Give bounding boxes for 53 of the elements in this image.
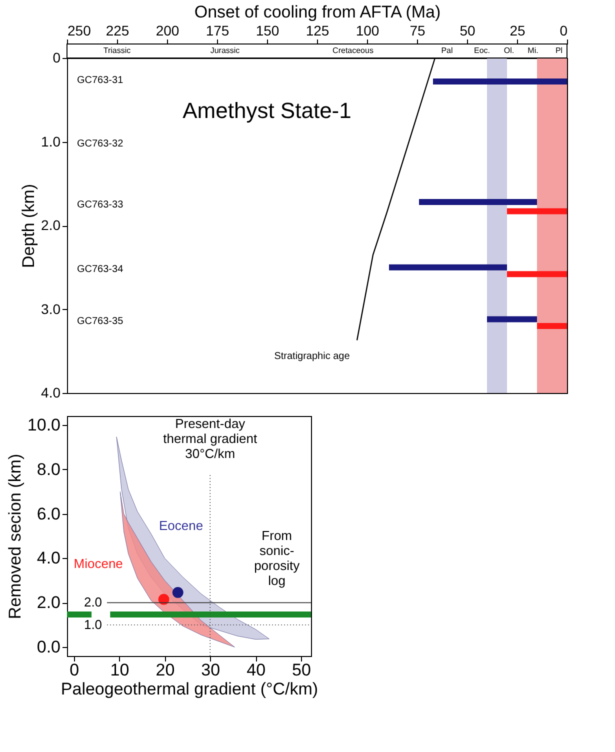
y-tick-label: 4.0 bbox=[41, 384, 61, 400]
y-tick-label: 1.0 bbox=[41, 133, 61, 150]
y-tick-label: 10.0 bbox=[27, 415, 60, 434]
x-tick-label: 250 bbox=[68, 22, 92, 38]
text: Jurassic bbox=[210, 46, 240, 55]
text: Ol. bbox=[504, 46, 514, 55]
y-tick-label: 0 bbox=[52, 50, 61, 66]
y-tick-label: 2.0 bbox=[41, 217, 61, 233]
y-tick-label: 4.0 bbox=[36, 548, 60, 568]
text: Eoc. bbox=[474, 46, 490, 55]
annotation: GC763-34 bbox=[77, 264, 124, 276]
y-tick-label: 0.0 bbox=[36, 638, 60, 657]
x-tick-label: 25 bbox=[510, 22, 526, 38]
annotation: GC763-33 bbox=[77, 199, 124, 210]
x-tick-label: 20 bbox=[156, 660, 175, 680]
x-axis-title: Onset of cooling from AFTA (Ma) bbox=[194, 2, 441, 22]
x-tick-label: 200 bbox=[156, 22, 180, 38]
text: Pal bbox=[441, 46, 454, 55]
x-tick-label: 125 bbox=[306, 22, 330, 38]
x-tick-label: 10 bbox=[110, 660, 130, 680]
x-tick-label: 100 bbox=[356, 22, 380, 38]
series-label: Eocene bbox=[159, 518, 204, 533]
text: Cretaceous bbox=[332, 46, 374, 55]
ref-line-label: 1.0 bbox=[84, 616, 102, 632]
x-tick-label: 75 bbox=[410, 22, 426, 38]
y-tick-label: 8.0 bbox=[36, 460, 60, 479]
x-tick-label: 50 bbox=[460, 22, 476, 38]
y-tick-label: 2.0 bbox=[36, 593, 60, 612]
annotation: GC763-35 bbox=[77, 316, 124, 327]
annotation: GC763-32 bbox=[77, 138, 124, 150]
x-tick-label: 40 bbox=[246, 660, 266, 680]
text: Mi. bbox=[528, 46, 538, 55]
ref-line-label: Present-day thermal gradient 30°C/km bbox=[163, 416, 258, 461]
x-tick-label: 0 bbox=[70, 660, 80, 680]
text: Pl bbox=[555, 46, 563, 55]
x-tick-label: 50 bbox=[292, 660, 311, 680]
annotation: Stratigraphic age bbox=[274, 351, 350, 362]
annotation: From sonic- porosity log bbox=[254, 528, 300, 588]
annotation: GC763-31 bbox=[77, 74, 124, 86]
y-tick-label: 3.0 bbox=[41, 300, 61, 317]
x-axis-title: Paleogeothermal gradient (°C/km) bbox=[60, 680, 318, 698]
x-tick-label: 175 bbox=[206, 22, 230, 38]
x-tick-label: 30 bbox=[201, 660, 220, 680]
series-label: Miocene bbox=[74, 556, 123, 571]
x-tick-label: 0 bbox=[560, 22, 568, 38]
ref-line-label: 2.0 bbox=[84, 594, 102, 610]
text: Triassic bbox=[103, 46, 131, 55]
y-axis-title: Depth (km) bbox=[19, 184, 38, 268]
x-tick-label: 225 bbox=[106, 22, 130, 38]
y-axis-title: Removed secion (km) bbox=[5, 454, 24, 620]
x-tick-label: 150 bbox=[256, 22, 280, 38]
text: Amethyst State-1 bbox=[182, 98, 352, 123]
y-tick-label: 6.0 bbox=[36, 504, 60, 524]
